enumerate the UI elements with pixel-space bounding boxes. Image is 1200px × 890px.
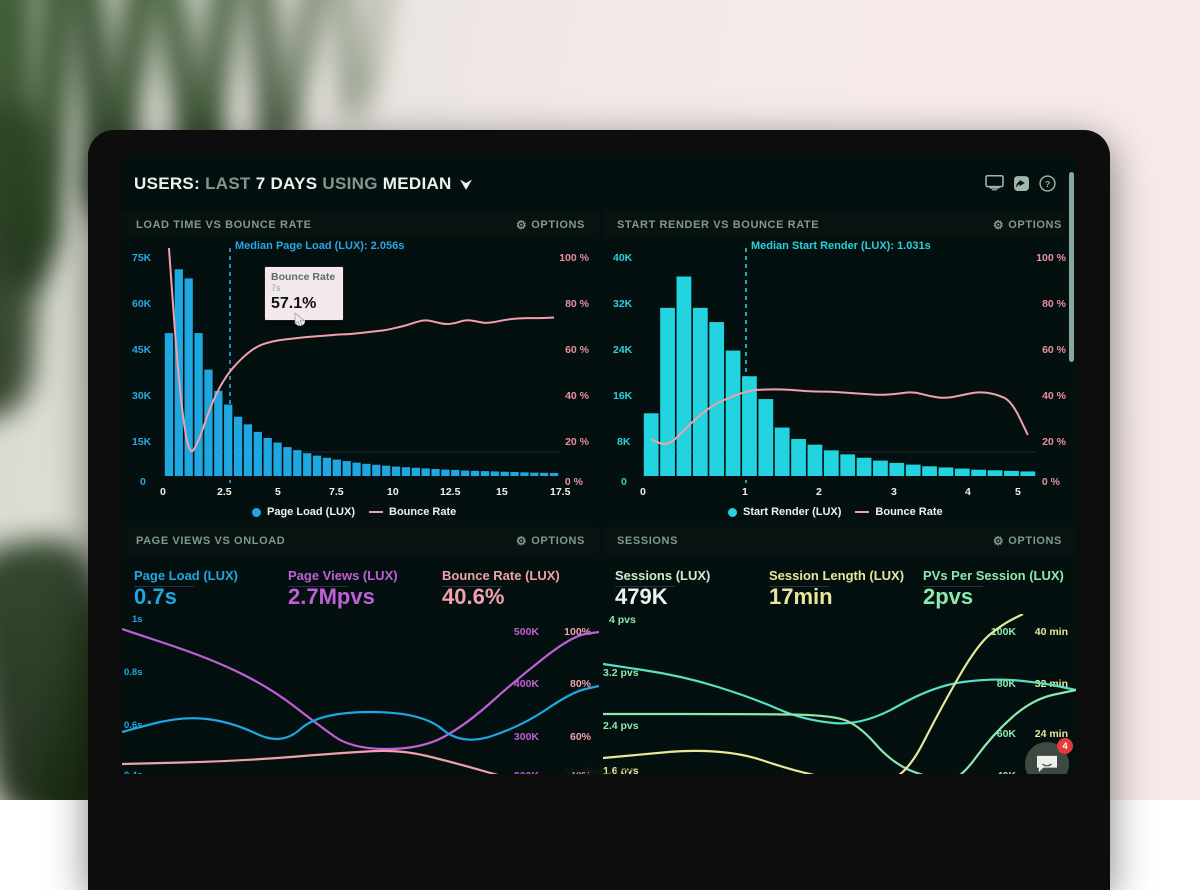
svg-text:?: ? xyxy=(1045,179,1050,189)
